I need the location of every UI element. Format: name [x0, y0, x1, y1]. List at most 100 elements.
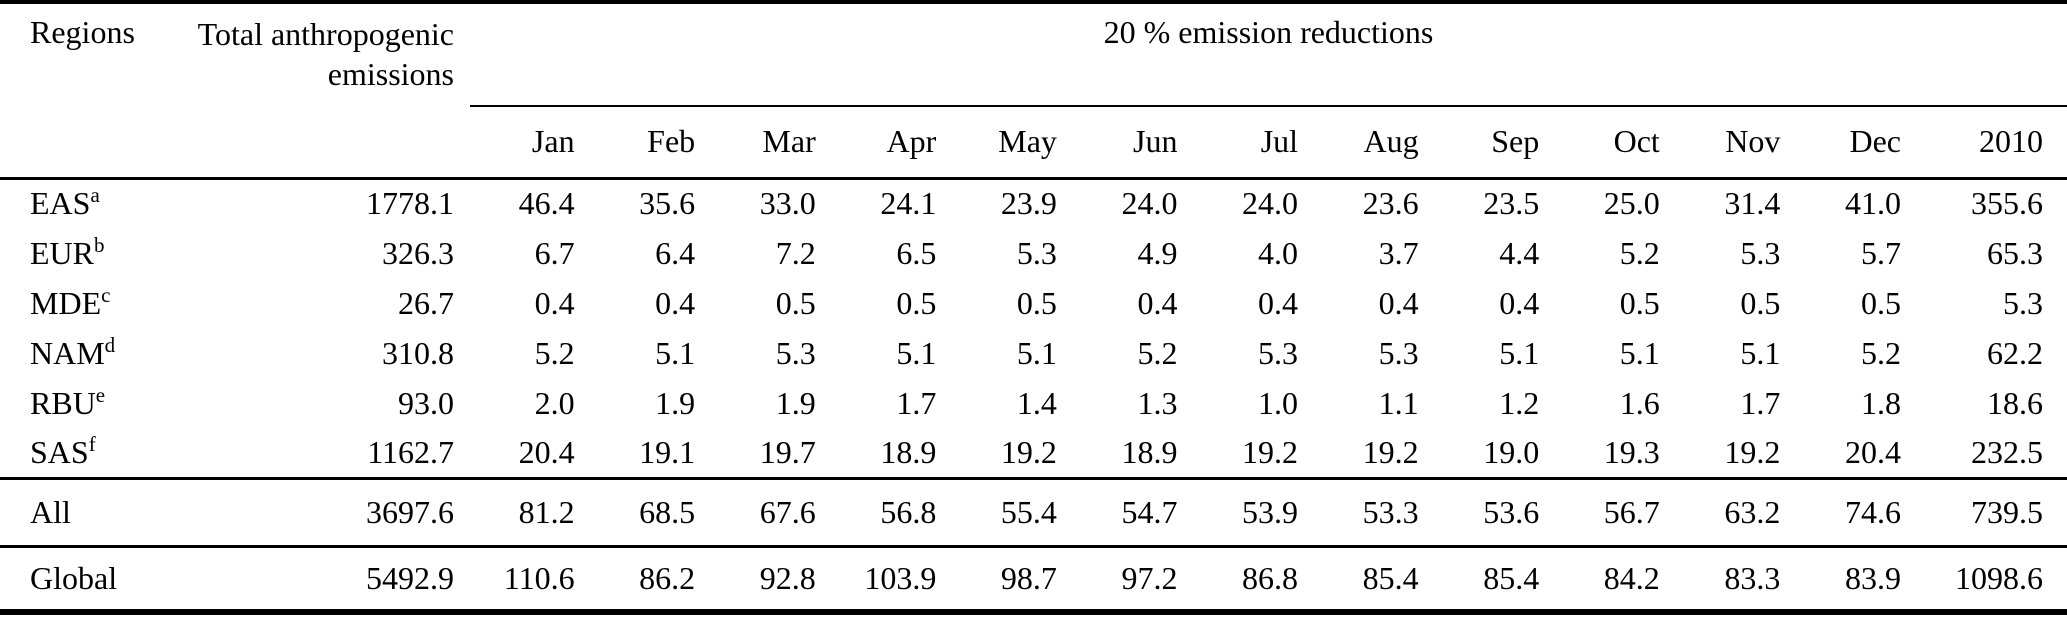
column-header-jan: Jan — [531, 123, 575, 160]
monthly-value: 23.6 — [1362, 185, 1419, 222]
monthly-value: 5.1 — [1740, 334, 1781, 371]
table-row-eur: EURb 326.3 6.7 6.4 7.2 6.5 5.3 4.9 4.0 3.7 4.4 5.2 5… — [0, 228, 2067, 278]
annual-value: 62.2 — [1987, 334, 2043, 371]
table-row-sas: SASf 1162.7 20.4 19.1 19.7 18.9 19.2 18.9 19.2 19… — [0, 428, 2067, 478]
column-header-total-anthropogenic-emissions: Total anthropogenic emissions — [197, 16, 454, 92]
column-header-jul: Jul — [1260, 123, 1299, 160]
monthly-value: 20.4 — [1844, 433, 1901, 470]
monthly-value: 33.0 — [759, 185, 816, 222]
monthly-value: 103.9 — [831, 544, 953, 612]
monthly-value: 1.1 — [1378, 384, 1419, 421]
monthly-value: 83.9 — [1796, 544, 1917, 612]
monthly-value: 5.3 — [1378, 334, 1419, 371]
table-row-rbu: RBUe 93.0 2.0 1.9 1.9 1.7 1.4 1.3 1.0 1.1 1.2 1.6 1.… — [0, 378, 2067, 428]
total-emissions-value: 1162.7 — [367, 433, 454, 470]
annual-value: 232.5 — [1971, 433, 2043, 470]
monthly-value: 31.4 — [1724, 185, 1781, 222]
monthly-value: 6.5 — [896, 234, 937, 271]
monthly-value: 0.5 — [775, 284, 816, 321]
monthly-value: 84.2 — [1555, 544, 1676, 612]
monthly-value: 110.6 — [470, 544, 591, 612]
footnote-marker: a — [90, 183, 100, 208]
monthly-value: 20.4 — [518, 433, 575, 470]
footnote-marker: f — [88, 431, 96, 456]
monthly-value: 19.7 — [759, 433, 816, 470]
months-header-row: Jan Feb Mar Apr May Jun Jul Aug Sep Oct Nov Dec 2010 — [0, 106, 2067, 178]
emissions-table: Regions Total anthropogenic emissions 20… — [0, 0, 2067, 615]
monthly-value: 86.8 — [1193, 544, 1315, 612]
monthly-value: 0.5 — [1860, 284, 1901, 321]
monthly-value: 1.7 — [1740, 384, 1781, 421]
monthly-value: 0.4 — [655, 284, 696, 321]
monthly-value: 92.8 — [711, 544, 832, 612]
column-header-dec: Dec — [1849, 123, 1901, 160]
monthly-value: 53.3 — [1314, 476, 1435, 546]
monthly-value: 4.9 — [1137, 234, 1178, 271]
monthly-value: 5.1 — [1499, 334, 1540, 371]
monthly-value: 4.4 — [1499, 234, 1540, 271]
monthly-value: 97.2 — [1072, 544, 1194, 612]
monthly-value: 19.0 — [1483, 433, 1540, 470]
monthly-value: 46.4 — [518, 185, 575, 222]
monthly-value: 5.1 — [896, 334, 937, 371]
monthly-value: 5.3 — [775, 334, 816, 371]
monthly-value: 1.9 — [775, 384, 816, 421]
region-label: RBU — [30, 384, 96, 421]
monthly-value: 41.0 — [1844, 185, 1901, 222]
column-header-feb: Feb — [647, 123, 696, 160]
monthly-value: 5.3 — [1740, 234, 1781, 271]
region-cell: SASf — [0, 428, 140, 478]
region-cell: EURb — [0, 228, 140, 278]
monthly-value: 23.5 — [1483, 185, 1540, 222]
region-cell: RBUe — [0, 378, 140, 428]
monthly-value: 1.8 — [1860, 384, 1901, 421]
monthly-value: 85.4 — [1314, 544, 1435, 612]
total-emissions-value: 3697.6 — [140, 476, 470, 546]
total-emissions-value: 93.0 — [398, 384, 454, 421]
monthly-value: 23.9 — [1000, 185, 1057, 222]
column-header-nov: Nov — [1725, 123, 1781, 160]
monthly-value: 81.2 — [470, 476, 591, 546]
header-row-top: Regions Total anthropogenic emissions 20… — [0, 2, 2067, 107]
monthly-value: 5.2 — [1619, 234, 1660, 271]
monthly-value: 24.1 — [880, 185, 937, 222]
table-body: EASa 1778.1 46.4 35.6 33.0 24.1 23.9 24.0 24.0 23… — [0, 178, 2067, 612]
monthly-value: 5.2 — [1137, 334, 1178, 371]
column-header-oct: Oct — [1613, 123, 1660, 160]
monthly-value: 68.5 — [590, 476, 712, 546]
monthly-value: 19.2 — [1362, 433, 1419, 470]
monthly-value: 53.9 — [1193, 476, 1315, 546]
monthly-value: 5.7 — [1860, 234, 1901, 271]
annual-value: 1098.6 — [1916, 544, 2067, 612]
monthly-value: 3.7 — [1378, 234, 1419, 271]
monthly-value: 25.0 — [1603, 185, 1660, 222]
table-row-nam: NAMd 310.8 5.2 5.1 5.3 5.1 5.1 5.2 5.3 5.3 5.1 5.1 5… — [0, 328, 2067, 378]
region-cell: EASa — [0, 178, 140, 228]
column-header-mar: Mar — [762, 123, 816, 160]
total-emissions-value: 1778.1 — [366, 185, 454, 222]
annual-value: 65.3 — [1987, 234, 2043, 271]
total-emissions-value: 310.8 — [382, 334, 454, 371]
region-cell: NAMd — [0, 328, 140, 378]
annual-value: 355.6 — [1971, 185, 2043, 222]
monthly-value: 98.7 — [952, 544, 1073, 612]
monthly-value: 86.2 — [590, 544, 712, 612]
column-header-2010: 2010 — [1979, 123, 2043, 160]
monthly-value: 5.1 — [1619, 334, 1660, 371]
monthly-value: 0.4 — [1378, 284, 1419, 321]
annual-value: 18.6 — [1987, 384, 2043, 421]
monthly-value: 1.7 — [896, 384, 937, 421]
monthly-value: 54.7 — [1072, 476, 1194, 546]
column-header-jun: Jun — [1133, 123, 1178, 160]
column-header-sep: Sep — [1491, 123, 1540, 160]
total-emissions-value: 326.3 — [382, 234, 454, 271]
table-row-mde: MDEc 26.7 0.4 0.4 0.5 0.5 0.5 0.4 0.4 0.4 0.4 0.5 0.… — [0, 278, 2067, 328]
monthly-value: 1.9 — [655, 384, 696, 421]
footnote-marker: b — [94, 232, 105, 257]
monthly-value: 19.2 — [1000, 433, 1057, 470]
monthly-value: 4.0 — [1258, 234, 1299, 271]
region-label: Global — [30, 559, 118, 596]
monthly-value: 74.6 — [1796, 476, 1917, 546]
monthly-value: 53.6 — [1434, 476, 1556, 546]
